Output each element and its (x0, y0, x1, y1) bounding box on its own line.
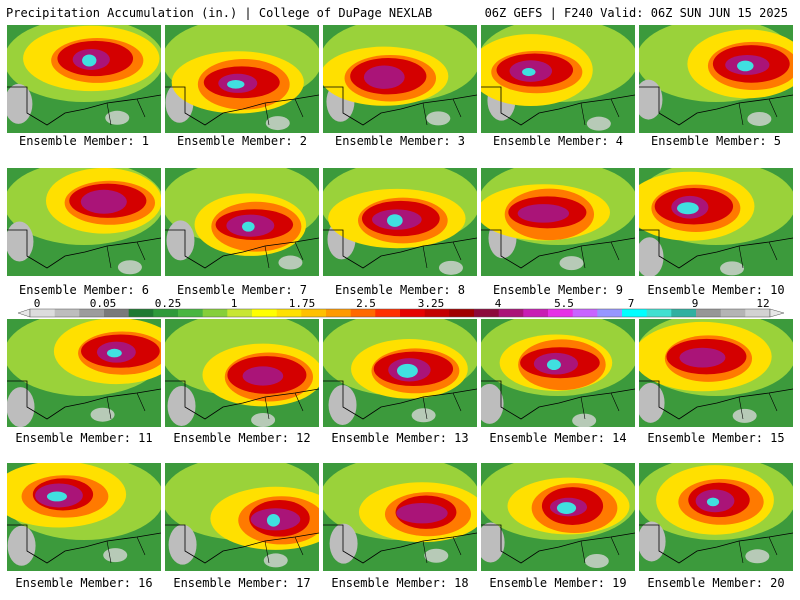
ensemble-member-label: Ensemble Member: 4 (492, 134, 624, 148)
ensemble-member-label: Ensemble Member: 15 (647, 431, 785, 445)
ensemble-member-map (323, 319, 477, 427)
colorbar-tick-label: 1 (230, 297, 238, 310)
colorbar-tick-label: 1.75 (288, 297, 316, 310)
ensemble-member-map (165, 463, 319, 571)
ensemble-member-label: Ensemble Member: 2 (176, 134, 308, 148)
ensemble-member-map (165, 25, 319, 133)
ensemble-member-map (7, 25, 161, 133)
colorbar-tick-label: 9 (691, 297, 699, 310)
ensemble-member-label: Ensemble Member: 18 (331, 576, 469, 590)
ensemble-member-map (323, 25, 477, 133)
colorbar (17, 308, 785, 318)
colorbar-tick-label: 2.5 (356, 297, 376, 310)
ensemble-member-map (639, 463, 793, 571)
ensemble-member-label: Ensemble Member: 17 (173, 576, 311, 590)
ensemble-member-label: Ensemble Member: 1 (18, 134, 150, 148)
ensemble-member-map (481, 168, 635, 276)
ensemble-member-label: Ensemble Member: 14 (489, 431, 627, 445)
ensemble-member-label: Ensemble Member: 5 (650, 134, 782, 148)
ensemble-member-map (7, 168, 161, 276)
ensemble-member-map (7, 319, 161, 427)
ensemble-member-label: Ensemble Member: 7 (176, 283, 308, 297)
colorbar-tick-label: 0.05 (89, 297, 117, 310)
colorbar-tick-label: 12 (756, 297, 770, 310)
ensemble-member-label: Ensemble Member: 19 (489, 576, 627, 590)
product-title: Precipitation Accumulation (in.) | Colle… (6, 6, 433, 20)
colorbar-tick-label: 0.25 (154, 297, 182, 310)
ensemble-member-label: Ensemble Member: 8 (334, 283, 466, 297)
ensemble-member-label: Ensemble Member: 16 (15, 576, 153, 590)
colorbar-tick-label: 5.5 (554, 297, 574, 310)
ensemble-member-map (639, 168, 793, 276)
ensemble-member-map (165, 168, 319, 276)
colorbar-tick-label: 3.25 (417, 297, 445, 310)
colorbar-tick-label: 0 (33, 297, 41, 310)
colorbar-tick-label: 7 (627, 297, 635, 310)
colorbar-tick-label: 4 (494, 297, 502, 310)
ensemble-member-map (481, 25, 635, 133)
ensemble-member-label: Ensemble Member: 12 (173, 431, 311, 445)
ensemble-member-label: Ensemble Member: 13 (331, 431, 469, 445)
ensemble-member-map (323, 463, 477, 571)
ensemble-member-label: Ensemble Member: 6 (18, 283, 150, 297)
ensemble-member-label: Ensemble Member: 10 (647, 283, 785, 297)
ensemble-member-map (481, 463, 635, 571)
ensemble-member-map (481, 319, 635, 427)
ensemble-member-map (323, 168, 477, 276)
ensemble-member-label: Ensemble Member: 20 (647, 576, 785, 590)
model-run-valid-time: 06Z GEFS | F240 Valid: 06Z SUN JUN 15 20… (484, 6, 788, 20)
ensemble-member-map (639, 25, 793, 133)
ensemble-member-map (639, 319, 793, 427)
ensemble-member-label: Ensemble Member: 11 (15, 431, 153, 445)
ensemble-member-map (165, 319, 319, 427)
ensemble-member-map (7, 463, 161, 571)
ensemble-member-label: Ensemble Member: 3 (334, 134, 466, 148)
ensemble-member-label: Ensemble Member: 9 (492, 283, 624, 297)
